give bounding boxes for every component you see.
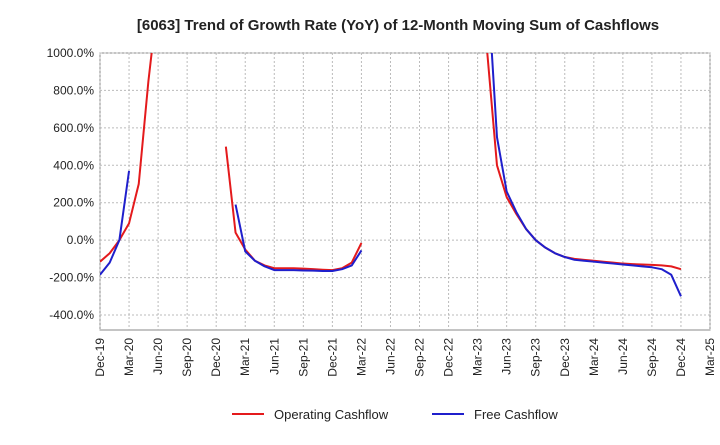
- x-tick-label: Jun-24: [616, 338, 630, 375]
- x-tick-label: Sep-22: [413, 338, 427, 377]
- x-tick-label: Sep-20: [180, 338, 194, 377]
- x-tick-label: Mar-21: [238, 338, 252, 376]
- y-tick-label: -200.0%: [49, 271, 94, 285]
- x-tick-label: Jun-21: [267, 338, 281, 375]
- x-tick-label: Jun-23: [500, 338, 514, 375]
- legend: Operating Cashflow Free Cashflow: [232, 407, 558, 422]
- y-tick-label: 800.0%: [53, 83, 94, 97]
- x-tick-label: Mar-20: [122, 338, 136, 376]
- x-tick-label: Jun-22: [383, 338, 397, 375]
- x-tick-label: Sep-21: [296, 338, 310, 377]
- x-tick-label: Dec-21: [325, 338, 339, 377]
- x-tick-label: Dec-20: [209, 338, 223, 377]
- chart-title: [6063] Trend of Growth Rate (YoY) of 12-…: [137, 17, 659, 34]
- x-tick-label: Sep-24: [645, 338, 659, 377]
- y-tick-label: 200.0%: [53, 196, 94, 210]
- legend-label: Operating Cashflow: [274, 407, 389, 422]
- axis-layer: -400.0% -200.0% 0.0% 200.0% 400.0% 600.0% 800.…: [47, 46, 717, 377]
- plot-area: [99, 52, 711, 331]
- x-tick-label: Mar-23: [471, 338, 485, 376]
- series-line-free-cashflow: [100, 53, 682, 297]
- y-tick-label: -400.0%: [49, 308, 94, 322]
- x-tick-label: Sep-23: [529, 338, 543, 377]
- x-tick-label: Dec-24: [674, 338, 688, 377]
- x-tick-label: Dec-22: [442, 338, 456, 377]
- series-layer: [100, 53, 682, 297]
- y-tick-label: 400.0%: [53, 158, 94, 172]
- x-tick-label: Mar-22: [354, 338, 368, 376]
- y-tick-label: 1000.0%: [47, 46, 95, 60]
- x-tick-label: Mar-25: [703, 338, 717, 376]
- legend-label: Free Cashflow: [474, 407, 558, 422]
- x-tick-label: Jun-20: [151, 338, 165, 375]
- grid-layer: [99, 52, 711, 331]
- x-tick-label: Dec-23: [558, 338, 572, 377]
- x-tick-label: Dec-19: [93, 338, 107, 377]
- y-tick-label: 600.0%: [53, 121, 94, 135]
- x-tick-label: Mar-24: [587, 338, 601, 376]
- y-tick-label: 0.0%: [67, 233, 95, 247]
